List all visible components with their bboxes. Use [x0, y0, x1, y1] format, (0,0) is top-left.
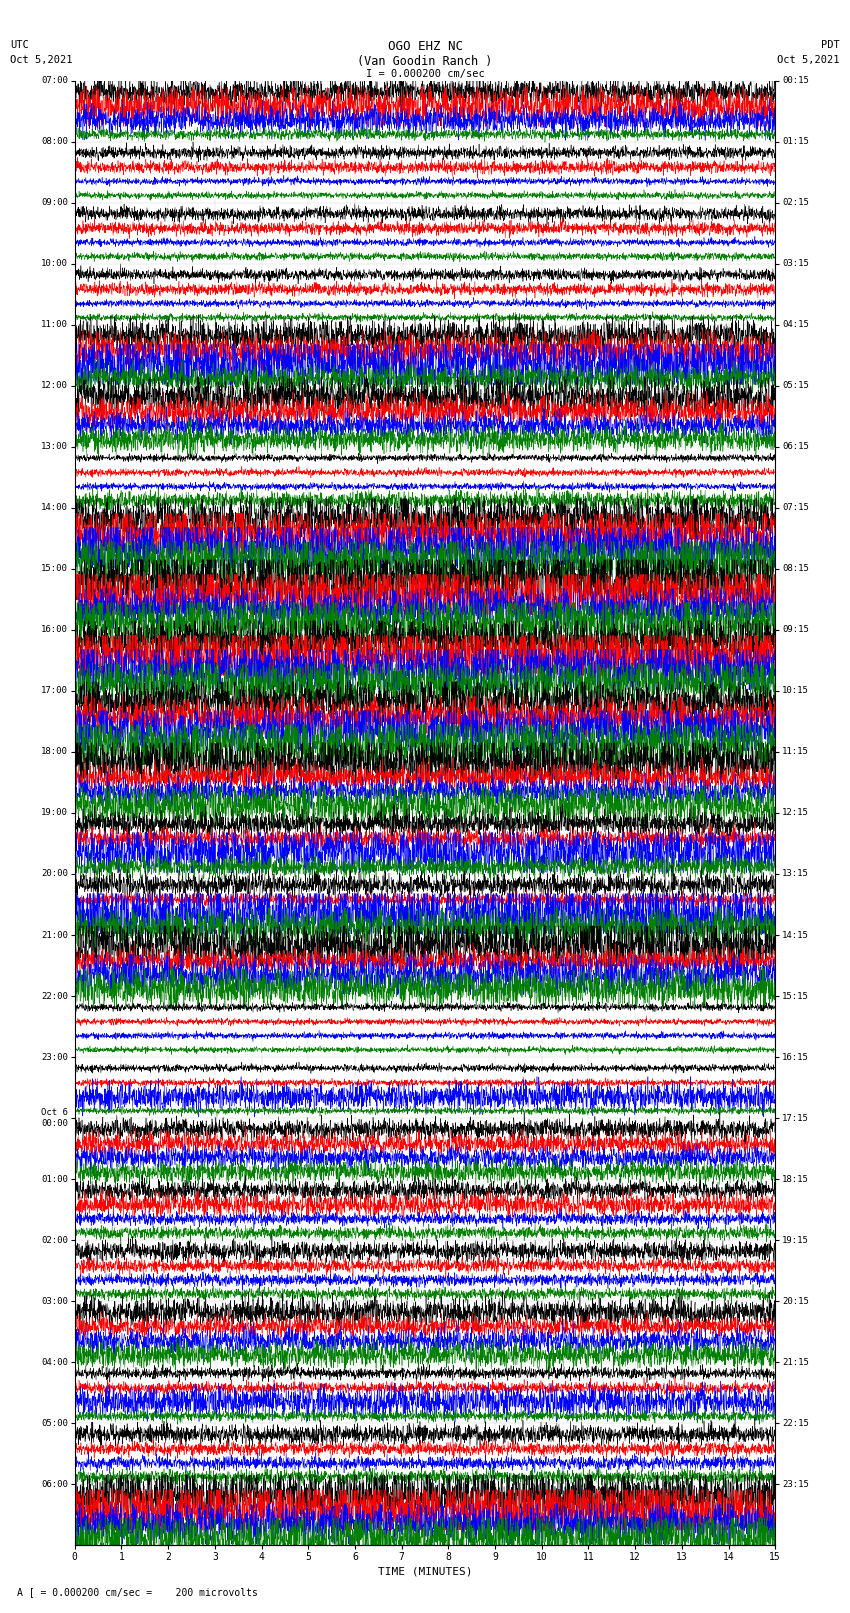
Text: A [ = 0.000200 cm/sec =    200 microvolts: A [ = 0.000200 cm/sec = 200 microvolts [17, 1587, 258, 1597]
X-axis label: TIME (MINUTES): TIME (MINUTES) [377, 1566, 473, 1576]
Text: I = 0.000200 cm/sec: I = 0.000200 cm/sec [366, 69, 484, 79]
Text: (Van Goodin Ranch ): (Van Goodin Ranch ) [357, 55, 493, 68]
Text: OGO EHZ NC: OGO EHZ NC [388, 40, 462, 53]
Text: UTC: UTC [10, 40, 29, 50]
Text: Oct 5,2021: Oct 5,2021 [777, 55, 840, 65]
Text: PDT: PDT [821, 40, 840, 50]
Text: Oct 5,2021: Oct 5,2021 [10, 55, 73, 65]
